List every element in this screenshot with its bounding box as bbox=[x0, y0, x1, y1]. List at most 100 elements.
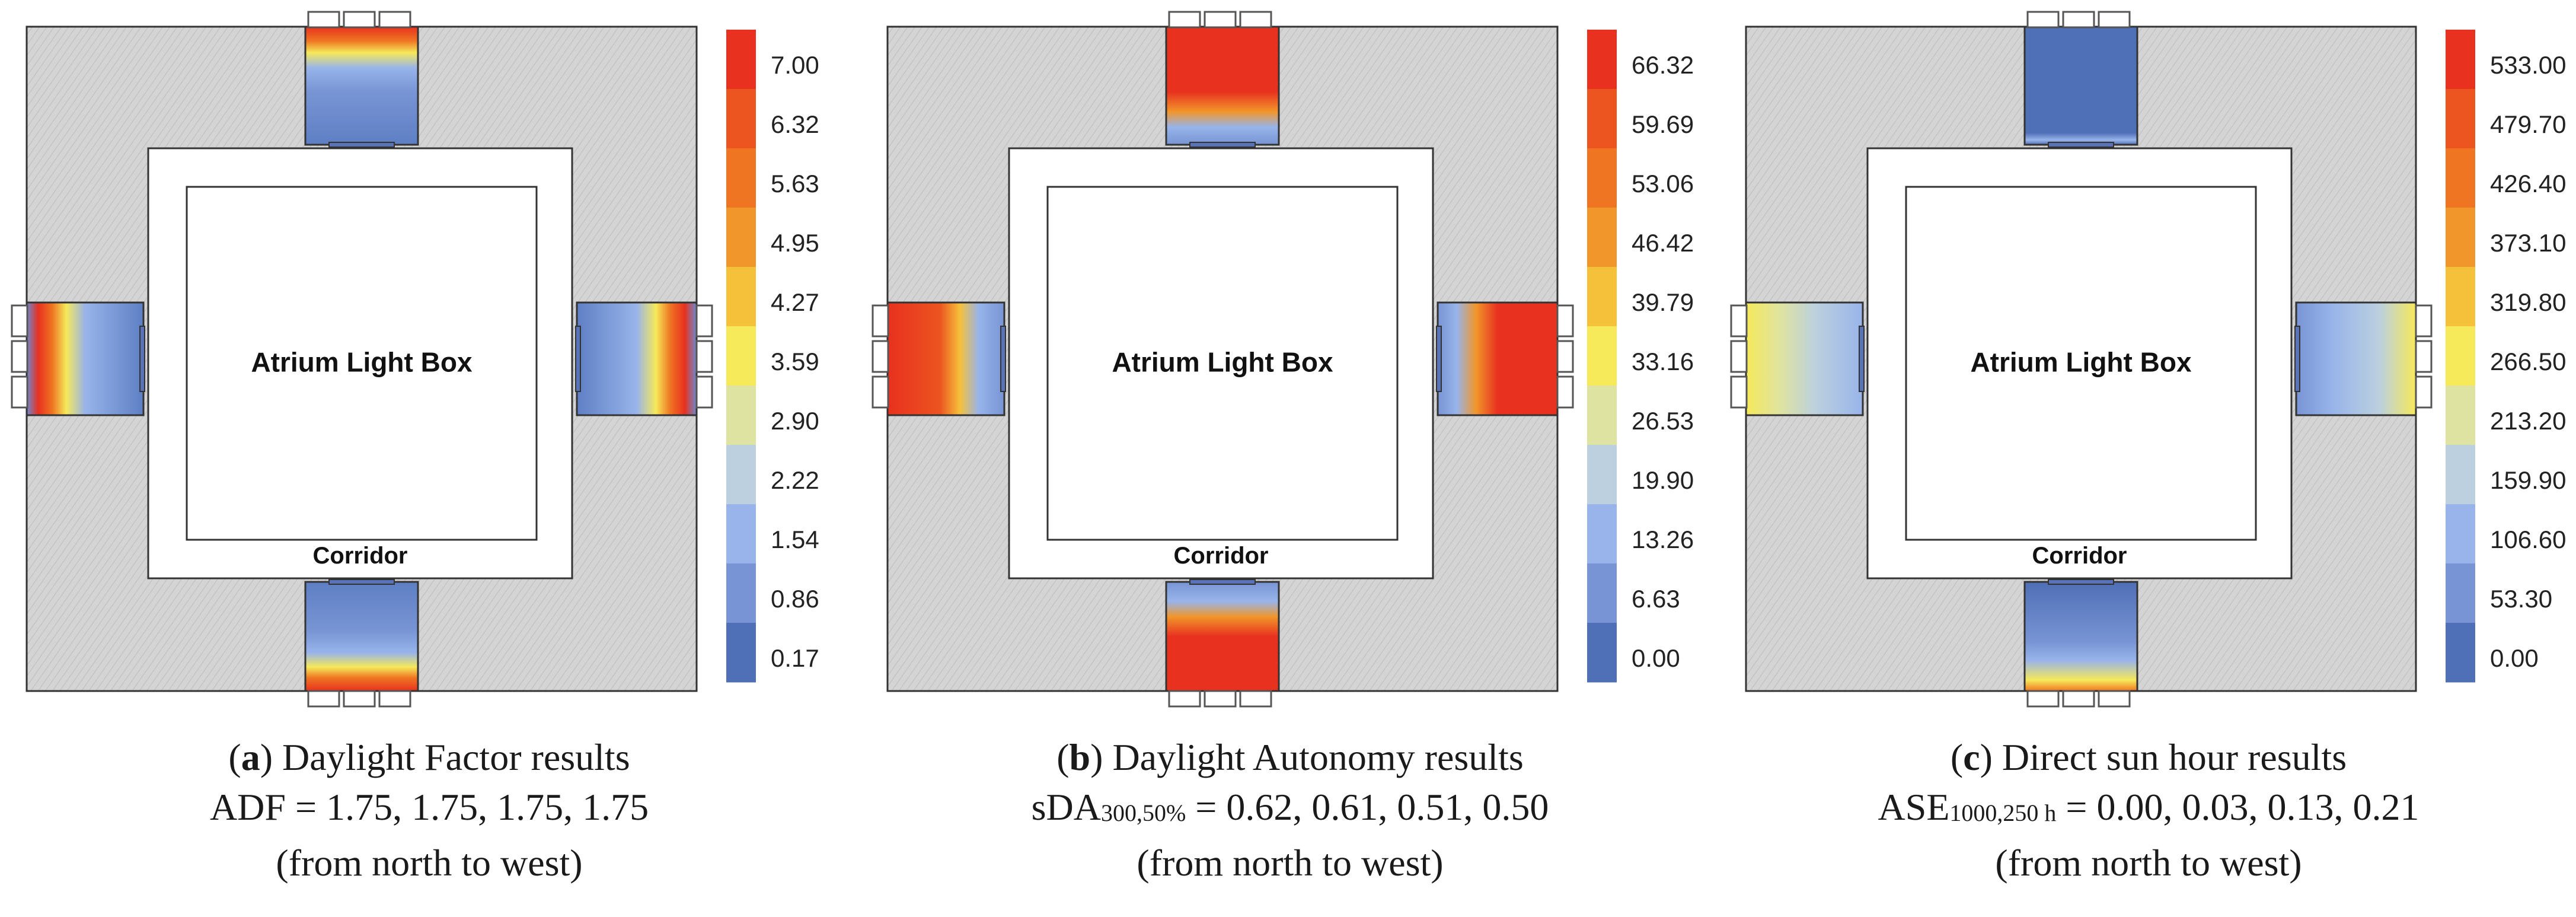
legend-label: 53.30 bbox=[2490, 585, 2552, 613]
panel-daylight-factor: Atrium Light Box Corridor 7.00 6.32 5.63 4.95… bbox=[0, 0, 858, 917]
legend-swatch bbox=[2446, 623, 2475, 683]
room-west bbox=[1745, 301, 1864, 416]
caption-letter: b bbox=[1069, 736, 1091, 778]
window-west bbox=[11, 375, 28, 409]
corridor-label: Corridor bbox=[1174, 543, 1269, 569]
legend-swatch bbox=[726, 267, 756, 327]
door-east bbox=[2294, 326, 2300, 392]
corridor-label: Corridor bbox=[2032, 543, 2127, 569]
legend-swatch bbox=[1587, 563, 1617, 623]
window-north bbox=[343, 11, 376, 28]
door-east bbox=[1436, 326, 1442, 392]
legend-swatch bbox=[726, 89, 756, 149]
atrium-label: Atrium Light Box bbox=[1970, 347, 2191, 378]
window-west bbox=[1730, 375, 1748, 409]
legend-label: 59.69 bbox=[1632, 110, 1694, 138]
room-east bbox=[576, 301, 698, 416]
legend-swatch bbox=[1587, 623, 1617, 683]
window-west bbox=[1730, 340, 1748, 373]
legend-swatch bbox=[1587, 445, 1617, 505]
metric-values: = 0.62, 0.61, 0.51, 0.50 bbox=[1186, 786, 1549, 828]
window-east bbox=[2415, 340, 2433, 373]
legend-label: 0.00 bbox=[1632, 644, 1680, 672]
floor-plan-figure: Atrium Light Box Corridor 7.00 6.32 5.63 4.95… bbox=[11, 11, 819, 708]
floor-plan-figure: Atrium Light Box Corridor 66.32 59.69 53.06 4… bbox=[872, 11, 1694, 708]
window-west bbox=[11, 340, 28, 373]
window-west bbox=[872, 304, 889, 337]
legend-swatch bbox=[726, 208, 756, 268]
panel-direct-sun-hours: Atrium Light Box Corridor 533.00 479.70 426.… bbox=[1719, 0, 2576, 917]
legend-label: 33.16 bbox=[1632, 348, 1694, 375]
window-north bbox=[1168, 11, 1201, 28]
legend-label: 0.00 bbox=[2490, 644, 2539, 672]
legend-label: 106.60 bbox=[2490, 526, 2566, 553]
caption-title: Direct sun hour results bbox=[2002, 736, 2347, 778]
door-south bbox=[328, 579, 395, 585]
window-east bbox=[2415, 375, 2433, 409]
figure-caption: (c) Direct sun hour results ASE1000,250 … bbox=[1719, 733, 2576, 888]
window-north bbox=[2098, 11, 2131, 28]
legend-swatch bbox=[726, 623, 756, 683]
room-east bbox=[1437, 301, 1559, 416]
metric-values: = 0.00, 0.03, 0.13, 0.21 bbox=[2056, 786, 2419, 828]
legend-label: 0.86 bbox=[771, 585, 819, 613]
legend-swatch bbox=[1587, 267, 1617, 327]
door-west bbox=[1859, 326, 1865, 392]
legend-swatch bbox=[2446, 326, 2475, 386]
window-north bbox=[307, 11, 340, 28]
legend-swatch bbox=[2446, 445, 2475, 505]
window-west bbox=[872, 375, 889, 409]
metric-name: sDA bbox=[1031, 786, 1101, 828]
door-south bbox=[1189, 579, 1256, 585]
legend-swatch bbox=[1587, 326, 1617, 386]
atrium-label: Atrium Light Box bbox=[251, 347, 472, 378]
window-south bbox=[2098, 690, 2131, 708]
legend-swatch bbox=[2446, 386, 2475, 445]
window-south bbox=[1204, 690, 1237, 708]
atrium-label: Atrium Light Box bbox=[1112, 347, 1333, 378]
legend-swatch bbox=[1587, 504, 1617, 564]
legend-swatch bbox=[2446, 30, 2475, 90]
legend-swatch bbox=[1587, 148, 1617, 208]
room-south bbox=[1165, 581, 1280, 692]
legend-label: 373.10 bbox=[2490, 229, 2566, 257]
caption-title: Daylight Factor results bbox=[282, 736, 630, 778]
legend-label: 2.90 bbox=[771, 407, 819, 435]
window-north bbox=[1239, 11, 1272, 28]
legend-swatch bbox=[2446, 563, 2475, 623]
corridor-label: Corridor bbox=[313, 543, 408, 569]
legend-label: 6.63 bbox=[1632, 585, 1680, 613]
legend-swatch bbox=[726, 445, 756, 505]
window-east bbox=[1556, 375, 1574, 409]
window-east bbox=[695, 304, 713, 337]
room-east bbox=[2295, 301, 2417, 416]
door-north bbox=[328, 142, 395, 148]
legend-label: 533.00 bbox=[2490, 51, 2566, 79]
legend-label: 213.20 bbox=[2490, 407, 2566, 435]
legend-label: 426.40 bbox=[2490, 170, 2566, 198]
room-south bbox=[2023, 581, 2138, 692]
door-west bbox=[1000, 326, 1006, 392]
legend-swatch bbox=[726, 386, 756, 445]
legend-label: 46.42 bbox=[1632, 229, 1694, 257]
window-east bbox=[695, 340, 713, 373]
door-south bbox=[2048, 579, 2114, 585]
window-north bbox=[1204, 11, 1237, 28]
legend-label: 53.06 bbox=[1632, 170, 1694, 198]
atrium-box bbox=[1905, 186, 2257, 541]
caption-title: Daylight Autonomy results bbox=[1112, 736, 1524, 778]
legend-label: 5.63 bbox=[771, 170, 819, 198]
legend-label: 3.59 bbox=[771, 348, 819, 375]
room-south bbox=[304, 581, 419, 692]
window-south bbox=[2026, 690, 2060, 708]
legend-label: 319.80 bbox=[2490, 288, 2566, 316]
caption-letter: a bbox=[241, 736, 260, 778]
window-south bbox=[343, 690, 376, 708]
atrium-box bbox=[186, 186, 538, 541]
legend-swatch bbox=[2446, 267, 2475, 327]
legend-label: 13.26 bbox=[1632, 526, 1694, 553]
metric-name: ASE bbox=[1878, 786, 1950, 828]
room-west bbox=[886, 301, 1005, 416]
legend-label: 0.17 bbox=[771, 644, 819, 672]
caption-letter: c bbox=[1963, 736, 1980, 778]
